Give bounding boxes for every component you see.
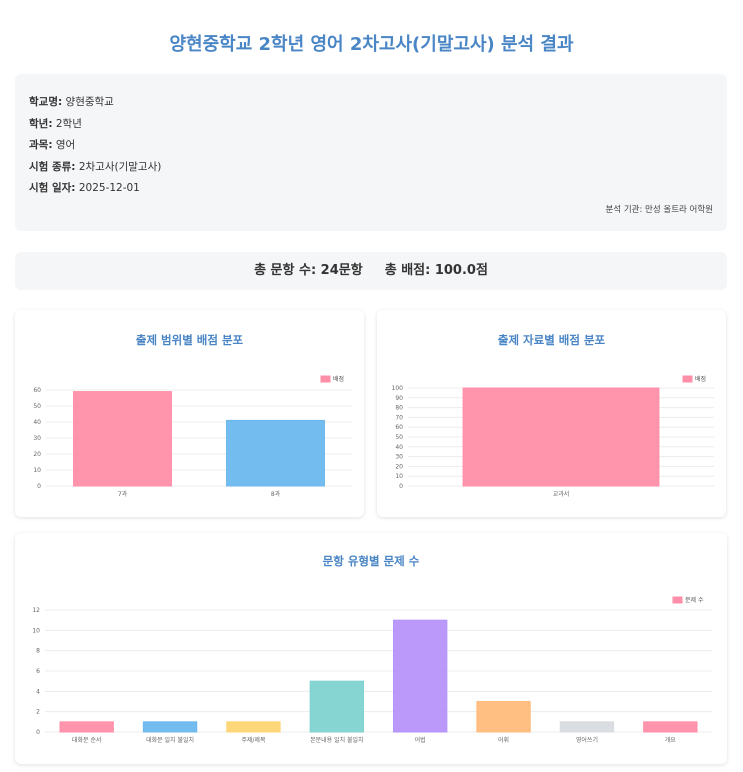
y-tick-label: 30: [33, 435, 41, 442]
page-title: 양현중학교 2학년 영어 2차고사(기말고사) 분석 결과: [169, 34, 574, 55]
y-tick-label: 60: [33, 387, 41, 394]
y-tick-label: 4: [36, 688, 40, 695]
x-tick-label: 본문내용 일치 불일치: [310, 736, 364, 744]
bar: [73, 391, 172, 487]
bar: [309, 680, 364, 733]
grade-label: 학년:: [29, 117, 53, 130]
school-label: 학교명:: [29, 96, 63, 108]
x-tick-label: 8과: [271, 490, 281, 498]
y-tick-label: 20: [33, 451, 41, 458]
y-tick-label: 20: [395, 463, 403, 470]
y-tick-label: 10: [33, 467, 41, 474]
scope-score-chart: 0 10 20 30 40 50 60 7과 8과 배점: [33, 375, 352, 498]
bar: [462, 387, 660, 487]
y-tick-label: 30: [395, 454, 403, 461]
chart-title: 출제 범위별 배점 분포: [135, 333, 244, 347]
y-tick-label: 90: [395, 395, 403, 402]
type-count-chart: 0 2 4 6 8 10 12 대화문 순서 대화문 일치 불일치 주제/제목 본문내용 일치 불일…: [32, 596, 712, 744]
scope-chart-card: 출제 범위별 배점 분포 0 10 20 30 40 50 60 7과 8과 배점: [15, 310, 364, 517]
grade-value: 2학년: [55, 117, 82, 130]
x-tick-label: 대화문 순서: [72, 736, 102, 744]
x-tick-label: 주제/제목: [241, 736, 266, 744]
x-tick-label: 대화문 일치 불일치: [146, 736, 194, 744]
exam-type-row: 시험 종류: 2차고사(기말고사): [29, 157, 713, 179]
y-tick-label: 2: [36, 709, 40, 716]
bar: [142, 721, 198, 733]
y-tick-label: 50: [395, 434, 403, 441]
y-tick-label: 40: [33, 419, 41, 426]
school-row: 학교명: 양현중학교: [29, 92, 713, 114]
y-tick-label: 0: [36, 729, 40, 736]
y-tick-label: 10: [32, 627, 40, 634]
x-tick-label: 개요: [665, 736, 677, 744]
x-tick-label: 7과: [118, 490, 128, 498]
type-chart-card: 문항 유형별 문제 수 0 2 4 6 8 10 12 대화문 순서 대화문 일치 불일치 주제/…: [15, 533, 727, 764]
legend-label: 문제 수: [685, 596, 704, 604]
y-tick-label: 12: [32, 607, 40, 614]
legend-swatch: [672, 596, 683, 604]
grade-row: 학년: 2학년: [29, 114, 713, 136]
exam-type-label: 시험 종류:: [29, 160, 76, 173]
totals-bar: 총 문항 수: 24문항 총 배점: 100.0점: [15, 252, 727, 290]
chart-title: 출제 자료별 배점 분포: [497, 333, 606, 347]
subject-value: 영어: [55, 139, 76, 151]
y-tick-label: 0: [399, 483, 403, 490]
bar: [559, 721, 615, 733]
y-tick-label: 60: [395, 424, 403, 431]
subject-row: 과목: 영어: [29, 135, 713, 157]
y-tick-label: 50: [33, 403, 41, 410]
y-tick-label: 40: [395, 444, 403, 451]
y-tick-label: 8: [36, 648, 40, 655]
source-chart-card: 출제 자료별 배점 분포 0 10 20 30 40 50 60 70 80 90 100 교과서 배점: [377, 310, 726, 517]
total-question-count: 총 문항 수: 24문항: [254, 263, 363, 278]
exam-date-row: 시험 일자: 2025-12-01: [29, 178, 713, 200]
exam-date-value: 2025-12-01: [78, 182, 140, 194]
total-score: 총 배점: 100.0점: [384, 263, 488, 278]
y-tick-label: 80: [395, 405, 403, 412]
legend-swatch: [682, 375, 693, 383]
bar: [393, 619, 448, 733]
bar: [643, 721, 698, 733]
legend-label: 배점: [333, 375, 344, 383]
y-tick-label: 6: [36, 668, 40, 675]
x-tick-label: 어법: [415, 736, 426, 744]
legend-swatch: [320, 375, 331, 383]
exam-type-value: 2차고사(기말고사): [78, 160, 162, 173]
y-tick-label: 0: [37, 483, 41, 490]
legend-label: 배점: [695, 375, 706, 383]
analysis-org: 분석 기관: 만성 올트라 어학원: [605, 205, 713, 215]
y-tick-label: 100: [392, 385, 404, 392]
school-value: 양현중학교: [65, 96, 114, 108]
bar: [226, 721, 281, 733]
chart-title: 문항 유형별 문제 수: [322, 554, 420, 568]
bar: [476, 701, 531, 733]
x-tick-label: 어휘: [498, 736, 509, 744]
bar: [226, 419, 325, 487]
subject-label: 과목:: [29, 139, 53, 151]
x-tick-label: 영어쓰기: [576, 736, 598, 744]
exam-info-panel: 학교명: 양현중학교 학년: 2학년 과목: 영어 시험 종류: 2차고사(기말…: [15, 74, 727, 231]
bar: [59, 721, 114, 733]
exam-date-label: 시험 일자:: [29, 182, 76, 194]
y-tick-label: 10: [395, 473, 403, 480]
y-tick-label: 70: [395, 414, 403, 421]
source-score-chart: 0 10 20 30 40 50 60 70 80 90 100 교과서 배점: [392, 375, 714, 498]
x-tick-label: 교과서: [553, 490, 570, 498]
